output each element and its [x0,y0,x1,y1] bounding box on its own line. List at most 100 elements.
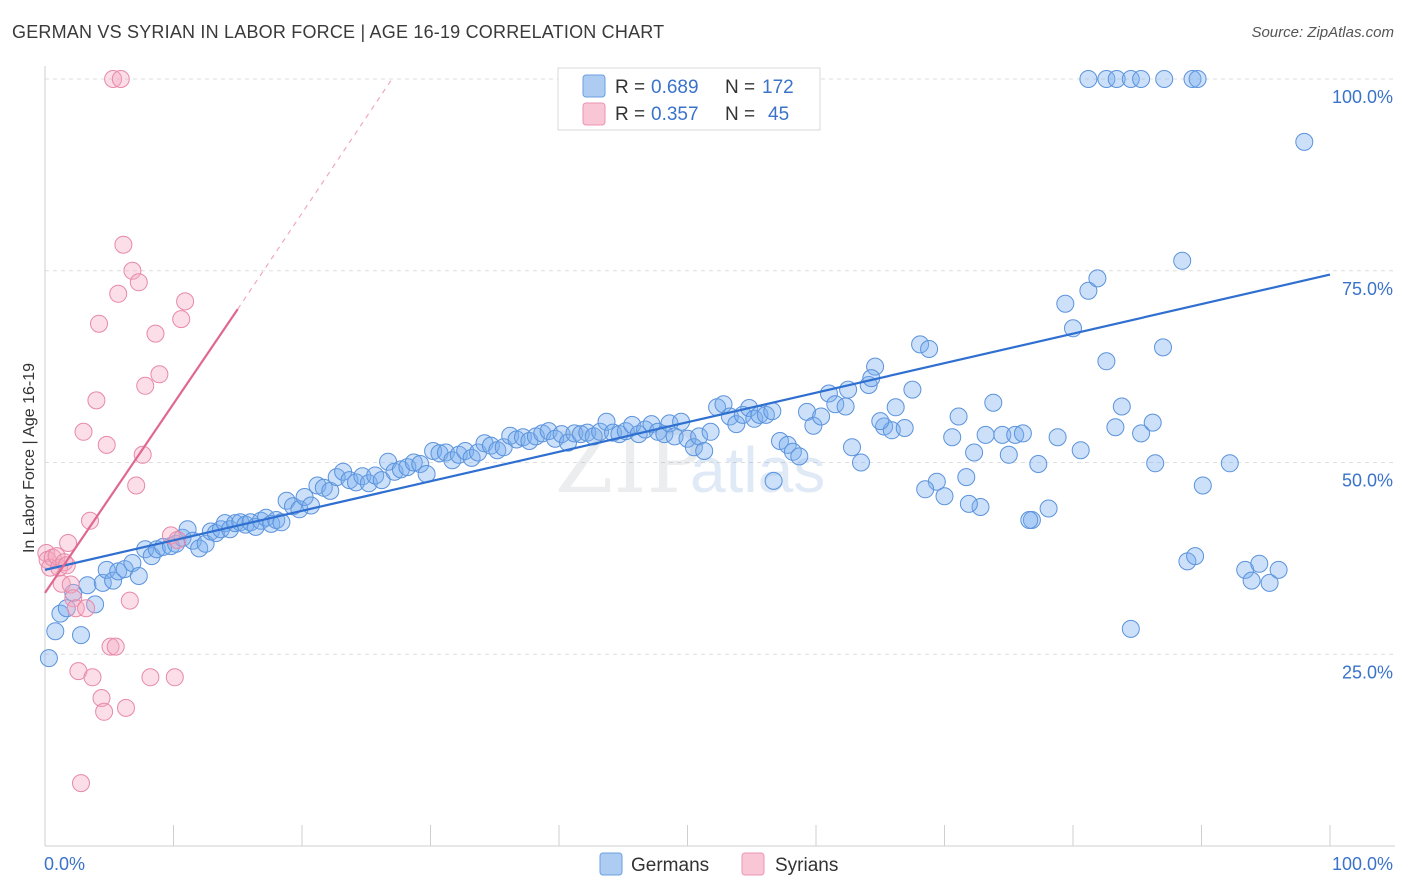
german-point [984,393,1003,412]
german-point [72,626,90,645]
german-point [993,425,1012,444]
syrian-point [114,235,133,254]
german-point [1029,455,1048,473]
german-point [591,422,610,441]
german-point [1295,132,1314,151]
y-tick-label: 50.0% [1342,471,1393,491]
german-point [920,340,939,358]
german-point [1048,428,1067,447]
trend-lines [44,78,1331,594]
german-point [727,415,746,434]
legend-label-germans: Germans [631,855,709,876]
german-point [1260,573,1279,592]
y-tick-label: 25.0% [1342,662,1393,682]
german-point [272,513,291,532]
german-point [1193,476,1212,495]
german-point [86,595,105,614]
german-point [104,571,123,590]
german-point [1188,70,1207,88]
syrian-point [127,476,146,495]
german-point [911,335,930,354]
german-point [1183,70,1202,88]
syrian-point [111,70,130,88]
syrian-point [123,261,142,280]
german-point [976,425,995,444]
axes [44,66,1395,847]
syrian-point [165,668,184,687]
german-point [999,445,1018,464]
syrian-point [61,575,80,594]
syrian-point [59,534,78,552]
german-point [971,498,990,516]
german-trend-line [44,273,1331,571]
german-point [78,576,97,595]
syrian-point [66,599,85,618]
german-point [866,357,885,376]
syrian-point [133,445,152,464]
stats-swatch-germans [582,74,606,98]
german-point [804,416,823,435]
legend-swatch-syrians [741,852,765,876]
syrian-point [90,314,108,333]
german-point [1220,454,1239,473]
syrian-point [95,702,114,721]
german-point [1088,269,1107,288]
german-point [1097,352,1116,371]
syrian-point [109,284,128,303]
syrian-point [87,391,106,410]
syrian-trend-line [44,308,239,594]
german-point [1155,70,1174,88]
stats-n-label-syrians: N = [725,104,755,125]
german-point [1071,441,1090,460]
legend-swatch-germans [599,852,623,876]
german-point [39,649,58,668]
german-point [97,560,116,579]
syrian-point [129,273,148,292]
stats-n-value-syrians: 45 [768,104,789,125]
syrian-point [81,511,99,530]
stats-swatch-syrians [582,102,606,126]
stats-r-label-syrians: R = [615,104,645,125]
syrian-point [117,698,135,717]
syrian-point [172,310,191,329]
german-point [1013,424,1032,443]
syrian-point [83,668,102,687]
german-point [1097,70,1116,88]
german-point [836,397,855,416]
german-point [935,487,954,506]
german-point [1250,554,1269,573]
german-point [1186,547,1205,566]
stats-r-value-germans: 0.689 [651,77,699,98]
german-point [764,471,783,490]
german-point [949,407,968,426]
german-point [1132,424,1151,443]
german-point [1039,499,1058,518]
german-point [695,442,714,460]
syrian-point [176,292,195,311]
german-point [790,447,809,466]
data-points [37,70,1314,793]
german-point [1079,281,1098,300]
german-point [302,496,320,515]
series-legend: Germans Syrians [599,852,838,876]
syrian-point [92,689,111,707]
german-point [1269,560,1288,579]
german-point [852,453,870,472]
german-point [1020,511,1039,529]
german-point [597,412,616,431]
stats-n-label-germans: N = [725,77,755,98]
syrian-point [146,324,165,343]
syrian-point [106,637,125,656]
watermark-atlas: atlas [690,434,825,506]
german-point [1079,70,1098,88]
y-tick-label: 100.0% [1332,87,1393,107]
german-point [372,471,391,490]
german-point [411,455,430,473]
german-point [965,443,984,462]
syrian-point [150,365,169,384]
german-point [684,438,703,457]
german-point [1112,397,1131,416]
german-point [943,428,962,447]
syrian-point [136,376,155,395]
syrian-trend-extension [237,78,393,310]
